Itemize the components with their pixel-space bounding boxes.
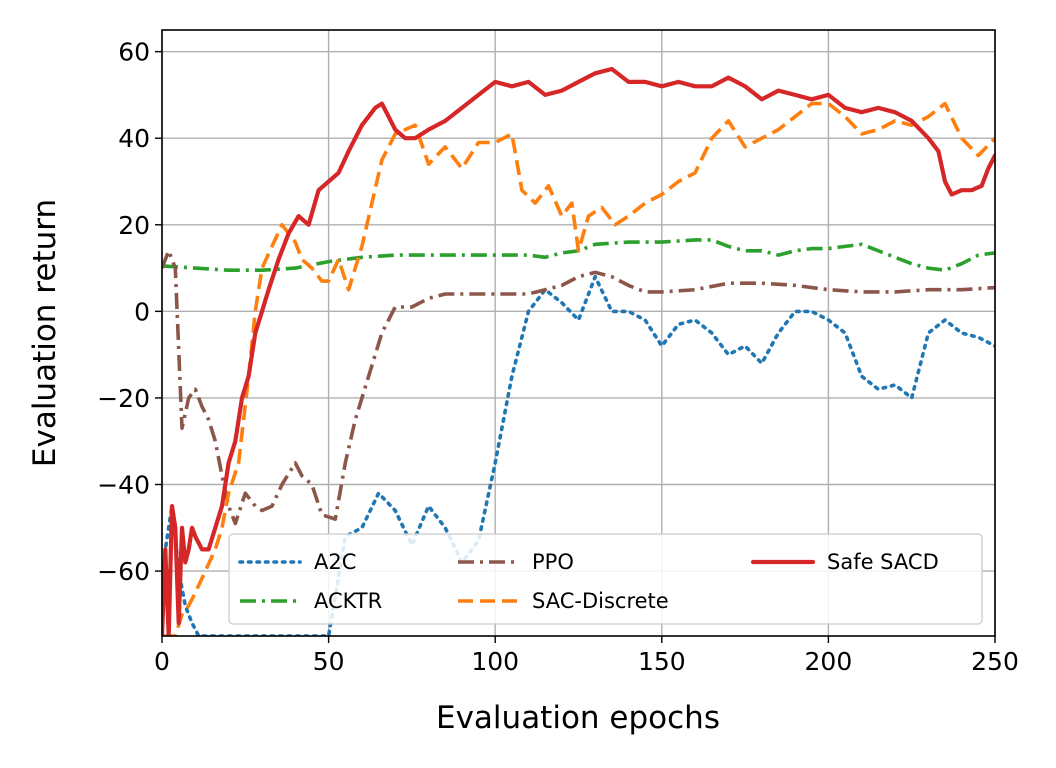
legend-label-a2c: A2C <box>314 550 356 574</box>
y-tick-label: 60 <box>118 38 150 67</box>
series-line-ppo <box>162 249 995 526</box>
series-line-safe-sacd <box>162 66 995 636</box>
y-tick-label: −60 <box>97 557 150 586</box>
y-tick-label: 20 <box>118 211 150 240</box>
y-tick-label: 0 <box>134 297 150 326</box>
x-tick-label: 250 <box>971 647 1019 676</box>
legend: A2C ACKTR PPO SAC-Discrete Safe SACD <box>228 533 983 625</box>
x-tick-label: 200 <box>805 647 853 676</box>
x-tick-label: 100 <box>471 647 519 676</box>
y-tick-label: −20 <box>97 384 150 413</box>
x-tick-label: 150 <box>638 647 686 676</box>
y-tick-label: 40 <box>118 124 150 153</box>
plot-frame <box>161 29 996 637</box>
x-tick-label: 50 <box>313 647 345 676</box>
axis-ticks: 0 50 100 150 200 250 −60 −40 −20 0 20 40 60 <box>97 38 1019 676</box>
y-axis-label: Evaluation return <box>27 199 63 467</box>
legend-label-safe-sacd: Safe SACD <box>827 550 939 574</box>
series-lines <box>162 66 995 636</box>
legend-label-ppo: PPO <box>532 550 574 574</box>
series-line-a2c <box>162 274 995 636</box>
legend-label-sac-discrete: SAC-Discrete <box>532 589 669 613</box>
legend-label-acktr: ACKTR <box>314 589 382 613</box>
legend-frame <box>228 533 983 625</box>
x-axis-label: Evaluation epochs <box>436 700 720 736</box>
y-tick-label: −40 <box>97 471 150 500</box>
series-line-acktr <box>162 238 995 273</box>
x-tick-label: 0 <box>154 647 170 676</box>
